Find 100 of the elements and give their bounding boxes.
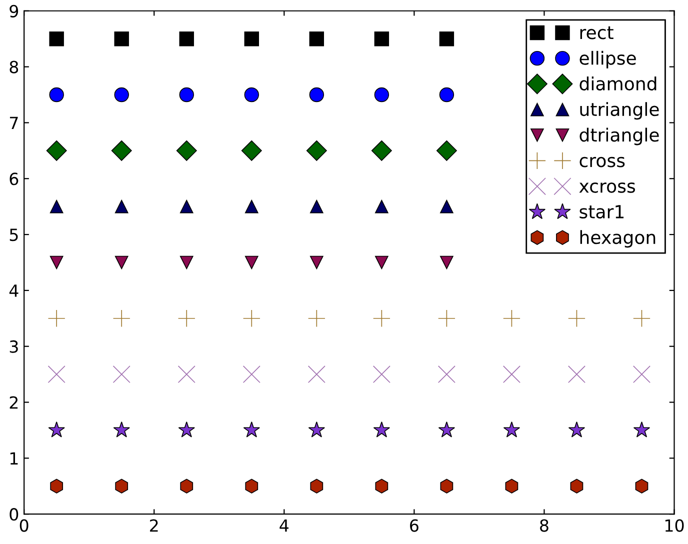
point [502,366,520,384]
point [244,200,258,214]
point [114,200,128,214]
point [374,87,390,102]
point [112,366,130,384]
point [112,310,130,328]
point [48,366,66,384]
point [48,421,65,438]
point [179,31,194,46]
point [49,31,64,46]
point [308,421,325,438]
y-tick-label: 6 [10,172,18,186]
point [180,256,194,270]
legend-label: hexagon [580,230,656,248]
point [50,256,64,270]
point [306,140,327,161]
point [438,366,456,384]
y-tick-label: 9 [10,4,18,18]
point [633,421,650,438]
point [440,478,454,494]
point [244,31,259,46]
point [242,310,260,328]
point [310,200,324,214]
point [440,200,454,214]
point [308,310,326,328]
legend-label: xcross [579,182,636,193]
point [505,478,518,494]
point [309,87,324,102]
point [374,31,390,46]
point [113,421,130,438]
x-tick-label: 4 [280,519,289,532]
point [373,421,390,438]
point [632,310,650,328]
legend-label: diamond [580,76,656,90]
point [568,310,586,328]
point [243,421,260,438]
point [371,140,392,161]
y-tick-label: 0 [10,508,18,521]
point [635,478,648,494]
point [375,478,388,494]
x-tick-label: 8 [540,519,548,532]
point [568,421,586,438]
point [436,140,457,161]
legend-label: star1 [580,205,624,218]
point [179,87,194,102]
point [439,31,454,46]
legend-label: dtriangle [580,128,659,146]
legend-label: cross [580,156,625,168]
y-tick-label: 8 [10,60,18,74]
point [114,31,129,46]
point [178,310,196,328]
point [50,200,64,214]
point [178,366,196,384]
legend-label: utriangle [580,102,659,120]
x-tick-label: 0 [20,519,28,532]
point [178,421,195,438]
point [502,310,520,328]
point [439,87,454,102]
x-tick-label: 2 [150,519,158,532]
legend-label: ellipse [580,50,636,68]
point [50,478,64,494]
point [241,140,262,161]
point [115,478,128,494]
y-tick-label: 5 [10,228,18,242]
y-tick-label: 7 [10,116,18,130]
y-tick-label: 3 [10,340,18,353]
point [242,366,260,384]
point [632,366,650,384]
point [375,256,388,270]
point [438,310,456,328]
point [310,256,324,270]
point [244,256,258,270]
point [440,256,454,270]
point [438,421,456,438]
point [114,87,129,102]
point [176,140,197,161]
point [503,421,520,438]
point [245,478,258,494]
x-tick-label: 6 [410,519,418,532]
point [308,366,326,384]
point [48,310,66,328]
point [375,200,388,214]
y-tick-label: 1 [10,452,18,464]
point [180,478,194,494]
point [372,310,390,328]
point [309,31,324,46]
point [111,140,132,161]
point [180,200,194,214]
point [114,256,128,270]
point [46,140,67,161]
x-tick-label: 10 [665,519,684,532]
legend-label: rect [580,26,614,40]
y-tick-label: 4 [9,284,18,297]
point [568,366,586,384]
y-tick-label: 2 [10,396,18,409]
point [49,87,64,102]
point [372,366,390,384]
point [570,478,584,494]
point [310,478,324,494]
point [244,87,259,102]
